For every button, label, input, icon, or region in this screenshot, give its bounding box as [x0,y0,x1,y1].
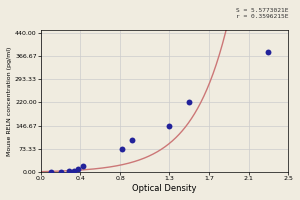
Point [130,139,134,142]
Point [81,165,86,168]
Point [76,167,81,171]
Y-axis label: Mouse RELN concentration (pg/ml): Mouse RELN concentration (pg/ml) [7,46,12,156]
Point [266,50,271,53]
Point [58,171,63,174]
Point [187,101,192,104]
X-axis label: Optical Density: Optical Density [132,184,197,193]
Point [66,170,71,173]
Point [48,171,53,174]
Point [71,169,76,172]
Text: S = 5.5773021E
r = 0.3596215E: S = 5.5773021E r = 0.3596215E [236,8,288,19]
Point [167,124,172,127]
Point [120,147,124,150]
